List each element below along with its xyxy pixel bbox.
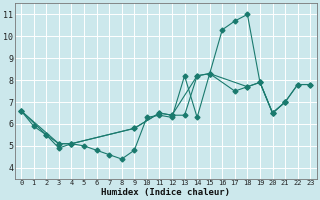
X-axis label: Humidex (Indice chaleur): Humidex (Indice chaleur) [101, 188, 230, 197]
